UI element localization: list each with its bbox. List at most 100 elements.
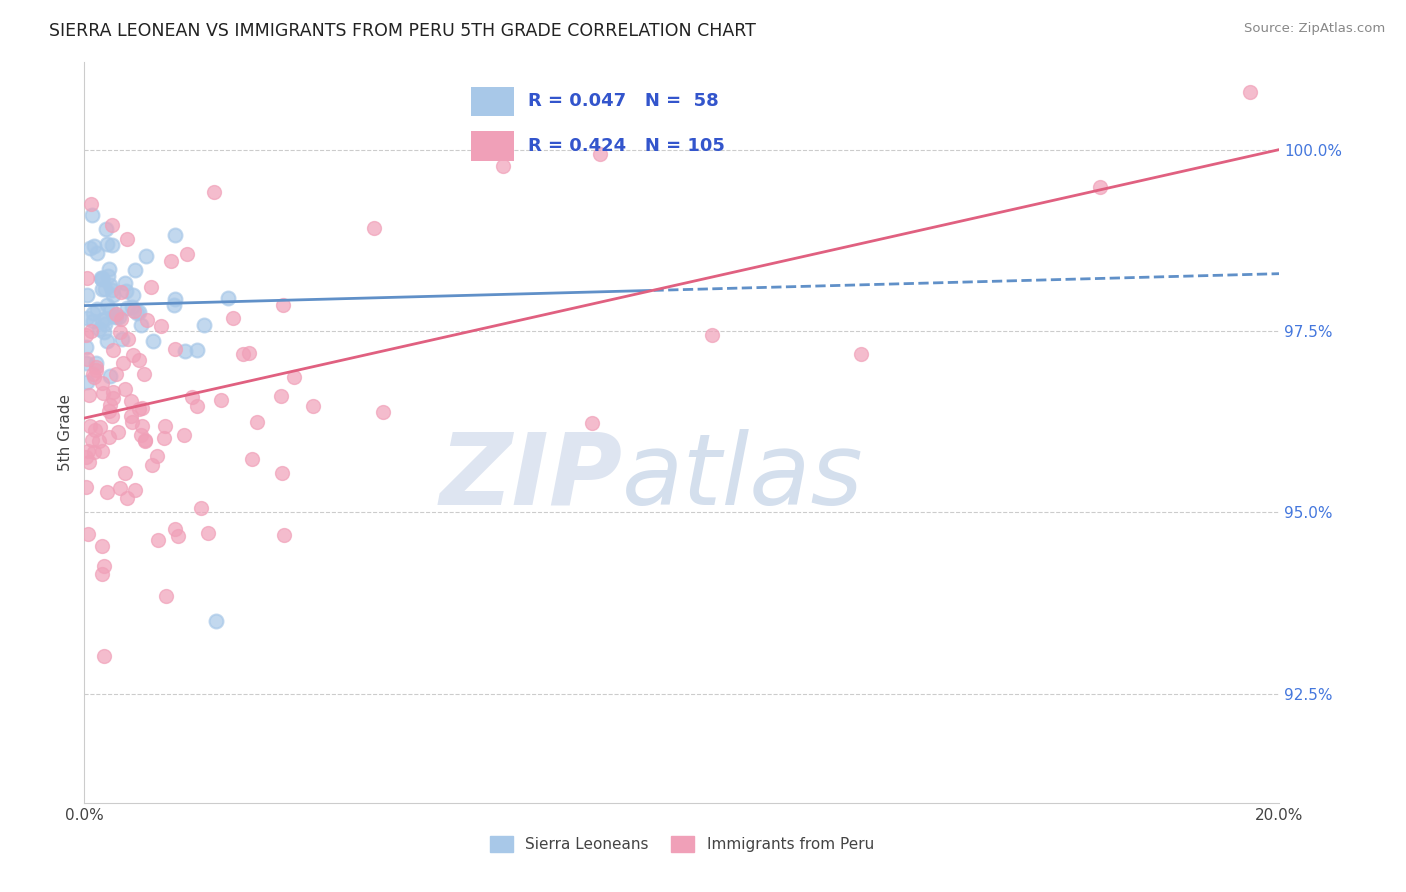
Point bbox=[87, 434, 110, 448]
Point bbox=[111, 332, 134, 346]
Point bbox=[83, 238, 105, 252]
Point bbox=[124, 262, 146, 277]
Point bbox=[76, 287, 98, 301]
Point bbox=[93, 282, 115, 296]
Point bbox=[1239, 85, 1261, 99]
Point bbox=[125, 306, 148, 320]
Point bbox=[86, 302, 108, 317]
Point bbox=[93, 325, 115, 339]
Point bbox=[101, 384, 124, 399]
Point bbox=[114, 276, 136, 290]
Point bbox=[80, 324, 103, 338]
Point bbox=[101, 237, 124, 252]
Point bbox=[139, 279, 162, 293]
Point bbox=[86, 359, 108, 374]
Point bbox=[97, 268, 120, 283]
Point bbox=[91, 540, 114, 554]
Point bbox=[75, 450, 97, 464]
Point bbox=[131, 418, 153, 433]
Point bbox=[132, 368, 155, 382]
Point bbox=[77, 444, 100, 458]
Point bbox=[588, 147, 610, 161]
Point bbox=[91, 443, 114, 458]
Point bbox=[93, 559, 115, 574]
Point bbox=[222, 310, 245, 325]
Point bbox=[110, 285, 132, 300]
Point bbox=[90, 281, 112, 295]
Point bbox=[373, 404, 395, 418]
Point bbox=[84, 355, 107, 369]
Point bbox=[205, 615, 228, 629]
Point bbox=[128, 305, 150, 319]
Point bbox=[851, 346, 873, 360]
Point bbox=[90, 271, 112, 285]
Point bbox=[82, 433, 104, 447]
Point bbox=[83, 370, 105, 384]
Point bbox=[75, 356, 97, 370]
Point bbox=[93, 649, 115, 664]
Point bbox=[134, 434, 156, 448]
Point bbox=[270, 389, 292, 403]
Point bbox=[135, 313, 157, 327]
Point bbox=[122, 304, 145, 318]
Point bbox=[114, 466, 136, 480]
Point bbox=[232, 347, 254, 361]
Point bbox=[94, 311, 117, 326]
Point bbox=[162, 298, 184, 312]
Text: Source: ZipAtlas.com: Source: ZipAtlas.com bbox=[1244, 22, 1385, 36]
Point bbox=[103, 309, 125, 323]
Point bbox=[120, 394, 142, 409]
Point bbox=[217, 291, 239, 305]
Point bbox=[117, 491, 139, 506]
Point bbox=[283, 370, 305, 384]
Point bbox=[80, 197, 103, 211]
Point bbox=[91, 566, 114, 581]
Point bbox=[165, 522, 187, 536]
Point bbox=[163, 292, 186, 306]
Point bbox=[76, 527, 98, 541]
Point bbox=[94, 221, 117, 235]
Point bbox=[90, 271, 112, 285]
Point bbox=[121, 415, 143, 429]
Point bbox=[238, 345, 260, 359]
Point bbox=[240, 451, 263, 466]
Point bbox=[134, 434, 156, 448]
Point bbox=[96, 484, 118, 499]
Text: ZIP: ZIP bbox=[439, 428, 623, 525]
Point bbox=[100, 277, 122, 292]
Point bbox=[75, 480, 97, 494]
Point bbox=[197, 525, 219, 540]
Point bbox=[174, 343, 197, 358]
Point bbox=[117, 332, 139, 346]
Point bbox=[79, 418, 101, 433]
Point bbox=[104, 308, 127, 322]
Point bbox=[108, 326, 131, 340]
Point bbox=[167, 529, 190, 543]
Point bbox=[76, 351, 98, 366]
Point bbox=[150, 318, 173, 333]
Point bbox=[101, 391, 124, 405]
Point bbox=[90, 376, 112, 390]
Point bbox=[91, 313, 114, 327]
Point bbox=[121, 301, 143, 315]
Point bbox=[97, 262, 120, 277]
Point bbox=[581, 416, 603, 430]
Point bbox=[98, 430, 121, 444]
Point bbox=[186, 343, 208, 357]
Point bbox=[96, 334, 118, 348]
Point bbox=[77, 455, 100, 469]
Point bbox=[124, 483, 146, 497]
Point bbox=[159, 254, 181, 268]
Point bbox=[98, 368, 121, 383]
Point bbox=[115, 301, 138, 316]
Point bbox=[75, 327, 97, 342]
Point bbox=[129, 428, 152, 442]
Y-axis label: 5th Grade: 5th Grade bbox=[58, 394, 73, 471]
Legend: Sierra Leoneans, Immigrants from Peru: Sierra Leoneans, Immigrants from Peru bbox=[484, 830, 880, 858]
Point bbox=[148, 533, 170, 548]
Point bbox=[94, 317, 117, 331]
Point bbox=[141, 458, 163, 473]
Point bbox=[104, 368, 127, 382]
Point bbox=[96, 298, 118, 312]
Point bbox=[100, 303, 122, 318]
